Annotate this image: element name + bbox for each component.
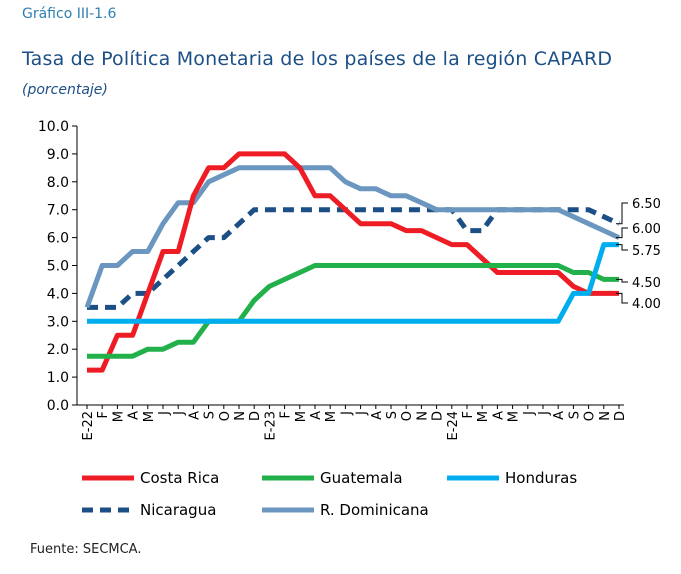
x-tick-label: S	[385, 411, 400, 419]
series-line-guatemala	[87, 263, 619, 359]
x-tick-label: A	[370, 411, 385, 420]
y-tick-label: 2.0	[47, 342, 69, 358]
x-tick-label: F	[279, 411, 294, 418]
y-tick-label: 6.0	[47, 231, 69, 247]
x-tick-label: M	[111, 411, 126, 422]
y-tick-label: 10.0	[38, 119, 69, 135]
source-note: Fuente: SECMCA.	[30, 542, 142, 557]
x-tick-label: O	[400, 411, 415, 421]
end-label-leader	[616, 278, 628, 283]
x-tick-label: A	[309, 411, 324, 420]
y-tick-label: 3.0	[47, 314, 69, 330]
end-label-leader	[616, 292, 628, 304]
chart-title: Tasa de Política Monetaria de los países…	[22, 48, 613, 70]
series-line-costa-rica	[87, 151, 619, 373]
legend-label: Nicaragua	[140, 501, 216, 519]
series-line-nicaragua	[87, 207, 621, 310]
x-tick-label: A	[491, 411, 506, 420]
x-tick-label: S	[203, 411, 218, 419]
end-value-label: 4.50	[632, 276, 661, 291]
end-label-leader	[616, 244, 628, 251]
x-tick-label: S	[567, 411, 582, 419]
x-tick-label: A	[552, 411, 567, 420]
x-tick-label: F	[461, 411, 476, 418]
y-tick-label: 7.0	[47, 203, 69, 219]
y-tick-label: 0.0	[47, 398, 69, 414]
x-tick-label: M	[507, 411, 522, 422]
y-tick-label: 4.0	[47, 286, 69, 302]
x-tick-label: J	[522, 411, 537, 416]
x-tick-label: J	[172, 411, 187, 416]
x-tick-label: O	[218, 411, 233, 421]
end-label-leader	[616, 202, 628, 225]
end-value-label: 6.00	[632, 222, 661, 237]
x-tick-label: M	[476, 411, 491, 422]
legend-label: Honduras	[505, 469, 577, 487]
x-tick-label: E-22	[81, 411, 96, 440]
series-line-r-dominicana	[84, 165, 621, 309]
x-tick-label: A	[127, 411, 142, 420]
x-tick-label: D	[613, 411, 628, 421]
x-tick-label: D	[248, 411, 263, 421]
series-line-honduras	[87, 242, 619, 324]
x-tick-label: J	[157, 411, 172, 416]
end-value-label: 6.50	[632, 197, 661, 212]
x-tick-label: M	[294, 411, 309, 422]
x-tick-label: E-24	[446, 411, 461, 440]
x-tick-label: F	[96, 411, 111, 418]
y-tick-label: 8.0	[47, 175, 69, 191]
end-value-label: 5.75	[632, 244, 661, 259]
chart-subtitle: (porcentaje)	[22, 82, 108, 98]
y-tick-label: 9.0	[47, 147, 69, 163]
y-tick-label: 5.0	[47, 259, 69, 275]
chart-kicker: Gráfico III-1.6	[22, 6, 117, 22]
legend-label: Costa Rica	[140, 469, 219, 487]
end-value-label: 4.00	[632, 297, 661, 312]
x-tick-label: J	[355, 411, 370, 416]
legend-label: Guatemala	[320, 469, 403, 487]
legend-label: R. Dominicana	[320, 501, 429, 519]
x-tick-label: O	[583, 411, 598, 421]
x-tick-label: M	[324, 411, 339, 422]
x-tick-label: N	[415, 411, 430, 421]
x-tick-label: J	[537, 411, 552, 416]
x-tick-label: D	[431, 411, 446, 421]
x-tick-label: J	[339, 411, 354, 416]
x-tick-label: N	[598, 411, 613, 421]
x-tick-label: A	[187, 411, 202, 420]
x-tick-label: E-23	[263, 411, 278, 440]
x-tick-label: M	[142, 411, 157, 422]
x-tick-label: N	[233, 411, 248, 421]
end-label-leader	[616, 227, 628, 239]
y-tick-label: 1.0	[47, 370, 69, 386]
